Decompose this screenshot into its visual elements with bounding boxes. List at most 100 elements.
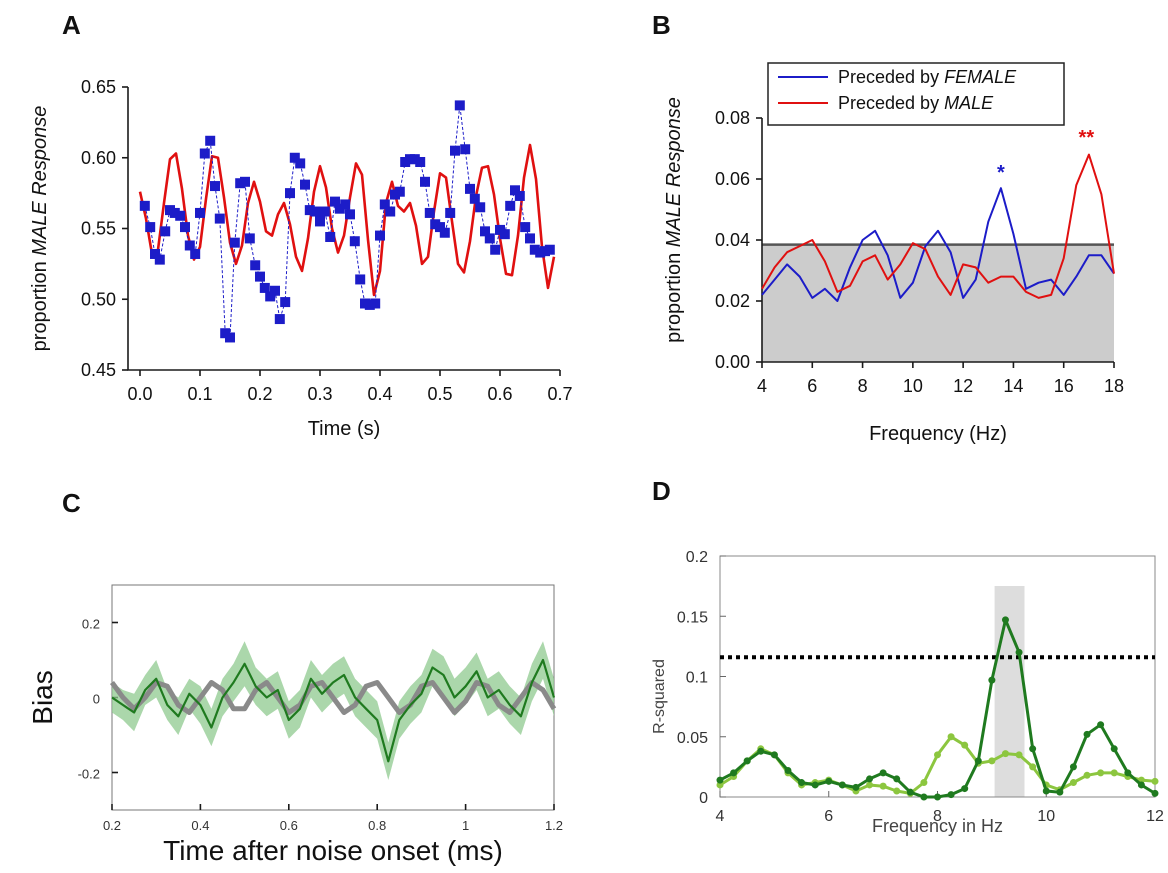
y-tick-label: 0.02 — [715, 291, 750, 311]
x-tick-label: 14 — [1003, 376, 1023, 396]
data-point — [340, 199, 351, 210]
data-point — [505, 200, 516, 211]
x-tick-label: 6 — [807, 376, 817, 396]
data-point — [454, 100, 465, 111]
data-point-dark-green — [1124, 769, 1132, 777]
data-point-light-green — [947, 733, 955, 741]
y-tick-label: 0.2 — [82, 617, 100, 632]
data-point — [175, 210, 186, 221]
data-point-dark-green — [1083, 730, 1091, 738]
data-point-light-green — [934, 751, 941, 759]
data-point — [214, 213, 225, 224]
data-point — [439, 227, 450, 238]
data-point-light-green — [1097, 769, 1105, 777]
data-point — [310, 206, 321, 217]
data-point — [484, 233, 495, 244]
data-point — [385, 206, 396, 217]
data-point — [525, 233, 535, 244]
data-point — [349, 236, 360, 247]
data-point — [265, 291, 276, 302]
panel-d-chart: 4 6 8 10 12 0 0.05 0.1 0.15 0.2 Frequency in Hz R-s… — [651, 549, 1164, 836]
x-tick-label: 8 — [858, 376, 868, 396]
data-point-dark-green — [1056, 788, 1064, 796]
legend-box — [767, 62, 1065, 126]
y-tick-label: -0.2 — [78, 767, 100, 782]
data-point — [334, 203, 345, 214]
panel-label-b: B — [652, 10, 671, 40]
data-point-dark-green — [757, 747, 765, 755]
x-tick-label: 0.6 — [280, 818, 298, 833]
data-point — [445, 207, 456, 218]
data-point — [435, 222, 445, 233]
data-point-dark-green — [798, 779, 806, 787]
data-point-dark-green — [730, 769, 738, 777]
data-point-dark-green — [852, 783, 860, 791]
data-point-dark-green — [1137, 781, 1145, 789]
data-point — [240, 176, 250, 187]
x-tick-label: 10 — [1037, 808, 1055, 825]
y-axis-label: proportion MALE Response — [663, 97, 685, 343]
axis-frame — [719, 555, 1156, 798]
y-axis-label: Bias — [27, 670, 58, 724]
x-tick-label: 0.2 — [247, 384, 272, 404]
data-point — [184, 240, 195, 251]
data-point — [280, 297, 291, 308]
y-axis-label-italic: MALE Response — [29, 106, 51, 256]
data-point — [379, 199, 390, 210]
x-tick-label: 10 — [903, 376, 923, 396]
data-point-light-green — [1001, 750, 1009, 758]
data-point — [160, 226, 171, 237]
data-point — [409, 154, 420, 165]
data-point-dark-green — [1001, 616, 1009, 624]
data-point — [154, 254, 165, 265]
data-point — [225, 332, 235, 343]
data-point — [370, 298, 381, 309]
y-tick-label: 0.08 — [715, 108, 750, 128]
data-point-light-green — [866, 781, 874, 789]
x-axis-label: Time after noise onset (ms) — [163, 835, 503, 866]
significance-region — [762, 244, 1114, 362]
x-tick-label: 0.3 — [307, 384, 332, 404]
legend-entry-plain: Preceded by — [838, 93, 944, 113]
data-point — [190, 248, 201, 259]
data-point — [394, 186, 405, 197]
y-tick-label: 0.06 — [715, 169, 750, 189]
data-point — [469, 193, 480, 204]
data-point-dark-green — [1110, 745, 1118, 753]
panel-a-chart: 0.0 0.1 0.2 0.3 0.4 0.5 0.6 0.7 0.45 0.50 0.55 0.60… — [29, 77, 573, 440]
x-tick-label: 6 — [824, 808, 833, 825]
panel-label-a: A — [62, 10, 81, 40]
data-point — [195, 207, 205, 218]
y-tick-label: 0.65 — [81, 77, 116, 97]
data-point-dark-green — [906, 788, 914, 796]
data-point-dark-green — [961, 785, 969, 793]
panel-label-c: C — [62, 488, 81, 518]
data-point-dark-green — [716, 776, 724, 784]
data-point — [375, 230, 385, 241]
data-point — [199, 148, 210, 159]
y-axis-label-plain: proportion — [663, 247, 685, 343]
data-point — [274, 314, 285, 325]
data-point-light-green — [961, 741, 969, 749]
series-line-red — [138, 143, 556, 297]
data-point — [514, 190, 525, 201]
data-point — [325, 231, 336, 242]
data-point-light-green — [1015, 751, 1023, 759]
data-point-light-green — [716, 781, 724, 789]
data-point — [315, 216, 325, 227]
data-point — [139, 200, 150, 211]
data-point — [150, 248, 160, 259]
y-tick-label: 0.1 — [686, 670, 708, 687]
y-axis-label-plain: proportion — [29, 256, 51, 352]
data-point-light-green — [1083, 771, 1091, 779]
data-point — [450, 145, 460, 156]
data-point — [270, 285, 280, 296]
data-point — [145, 222, 156, 233]
significance-marker: ** — [1079, 127, 1095, 149]
data-point — [295, 158, 306, 169]
significance-marker: * — [997, 162, 1005, 184]
y-tick-label: 0.2 — [686, 549, 708, 566]
data-point-dark-green — [988, 676, 996, 684]
x-tick-label: 0.2 — [103, 818, 121, 833]
data-point — [460, 144, 471, 155]
